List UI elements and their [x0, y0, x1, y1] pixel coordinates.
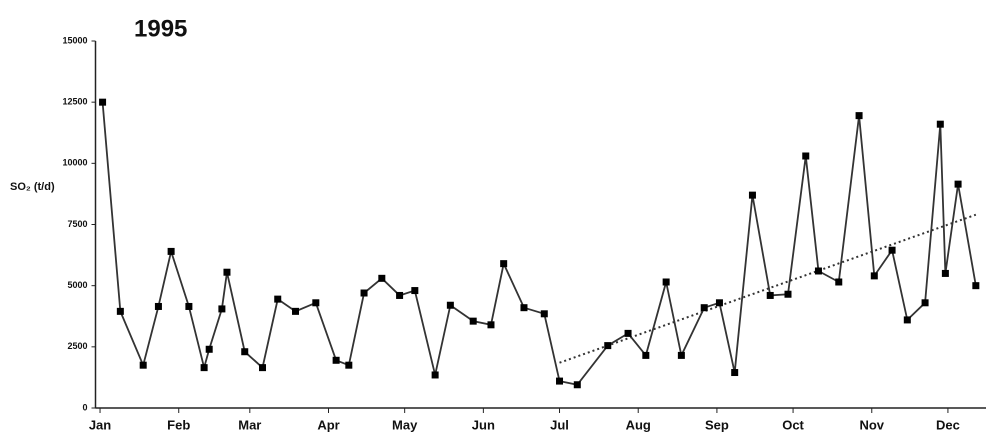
point	[715, 299, 723, 307]
point	[921, 299, 929, 307]
point	[487, 321, 495, 329]
point	[748, 191, 756, 199]
point	[218, 305, 226, 313]
x-tick-label: Oct	[782, 417, 804, 432]
y-tick-label: 0	[82, 402, 87, 412]
x-tick-label: Jun	[472, 417, 495, 432]
point	[556, 377, 564, 385]
x-tick-label: Mar	[238, 417, 261, 432]
point	[888, 246, 896, 254]
y-tick-label: 12500	[62, 97, 87, 107]
point	[378, 274, 386, 282]
point	[259, 364, 267, 372]
point	[99, 98, 107, 106]
y-tick-label: 15000	[62, 35, 87, 45]
y-axis-label: SO₂ (t/d)	[10, 181, 55, 193]
point	[540, 310, 548, 318]
point	[200, 364, 208, 372]
point	[431, 371, 439, 379]
point	[345, 361, 353, 369]
point	[941, 269, 949, 277]
x-tick-label: Nov	[859, 417, 884, 432]
point	[870, 272, 878, 280]
point	[520, 304, 528, 312]
point	[855, 112, 863, 120]
y-tick-label: 5000	[67, 280, 87, 290]
point	[411, 287, 419, 295]
point	[360, 289, 368, 297]
y-tick-label: 2500	[67, 341, 87, 351]
x-tick-label: Sep	[705, 417, 729, 432]
y-tick-label: 7500	[67, 219, 87, 229]
point	[154, 302, 162, 310]
point	[972, 282, 980, 290]
point	[241, 348, 249, 356]
chart-title: 1995	[134, 15, 187, 42]
point	[139, 361, 147, 369]
x-tick-label: Dec	[936, 417, 960, 432]
x-tick-label: Jul	[550, 417, 569, 432]
point	[500, 260, 508, 268]
point	[205, 345, 213, 353]
trend-line	[559, 213, 977, 364]
x-tick-label: Apr	[317, 417, 339, 432]
point	[784, 290, 792, 298]
point	[624, 329, 632, 337]
x-tick-label: May	[392, 417, 418, 432]
point	[332, 356, 340, 364]
point	[700, 304, 708, 312]
point	[604, 342, 612, 350]
point	[802, 152, 810, 160]
point	[223, 268, 231, 276]
point	[292, 307, 300, 315]
point	[766, 291, 774, 299]
x-tick-label: Feb	[167, 417, 190, 432]
point	[446, 301, 454, 309]
point	[903, 316, 911, 324]
x-tick-label: Aug	[626, 417, 651, 432]
point	[167, 247, 175, 255]
point	[731, 369, 739, 377]
point	[469, 317, 477, 325]
point	[954, 180, 962, 188]
point	[662, 278, 670, 286]
point	[936, 120, 944, 128]
point	[573, 381, 581, 389]
series-line	[101, 102, 977, 386]
point	[312, 299, 320, 307]
point	[274, 295, 282, 303]
point	[677, 351, 685, 359]
point	[185, 302, 193, 310]
x-tick-label: Jan	[89, 417, 111, 432]
point	[642, 351, 650, 359]
point	[814, 267, 822, 275]
point	[835, 278, 843, 286]
y-tick-label: 10000	[62, 158, 87, 168]
point	[396, 291, 404, 299]
point	[116, 307, 124, 315]
